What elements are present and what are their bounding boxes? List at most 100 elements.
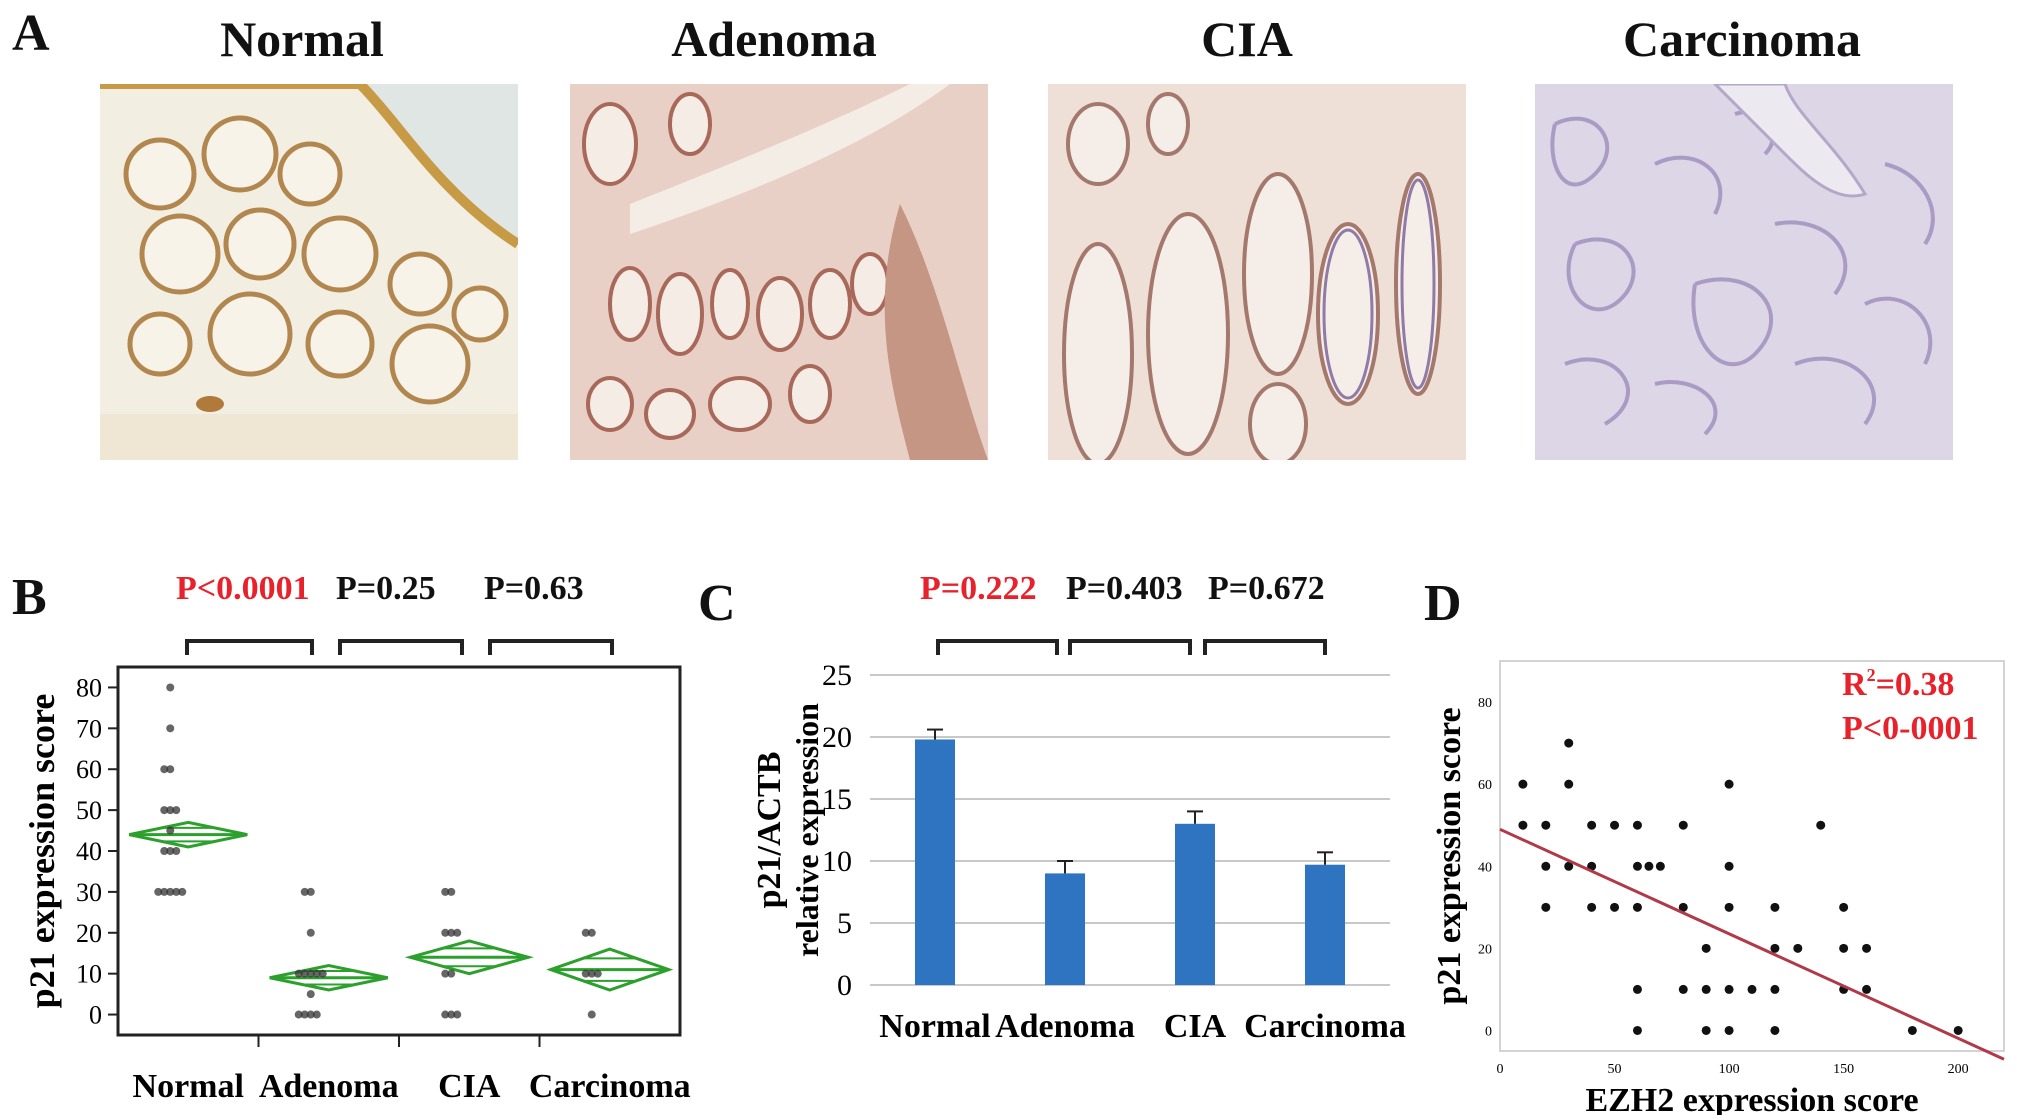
panel-b-letter: B [12, 569, 47, 626]
panel-b-data-point [306, 887, 315, 896]
panel-d-x-tick-label: 0 [1497, 1062, 1504, 1077]
panel-b-data-point [300, 887, 309, 896]
panel-b-y-tick-label: 0 [89, 1001, 102, 1030]
panel-b-data-point [593, 969, 602, 978]
panel-b-bracket [488, 639, 614, 655]
panel-b-data-point [166, 887, 175, 896]
panel-c-y-tick-label: 20 [822, 721, 852, 754]
panel-d-data-point [1701, 984, 1711, 994]
panel-b-plot-frame [116, 665, 682, 1037]
panel-d-data-point [1862, 943, 1872, 953]
panel-d-data-point [1724, 902, 1734, 912]
panel-d-data-point [1541, 820, 1551, 830]
panel-d-data-point [1907, 1025, 1917, 1035]
panel-d-y-tick-label: 20 [1478, 942, 1492, 957]
panel-b-x-tick-label: Normal [133, 1068, 244, 1105]
panel-c-pvalue-2: P=0.403 [1066, 570, 1183, 607]
panel-c-x-tick-label: Normal [879, 1008, 990, 1045]
panel-b-data-point [587, 928, 596, 937]
panel-d-data-point [1632, 861, 1642, 871]
panel-b-y-tick-label: 80 [76, 673, 102, 702]
panel-b-data-point [318, 969, 327, 978]
panel-d-y-axis-label: p21 expression score [1431, 707, 1468, 1004]
panel-d-data-point [1724, 861, 1734, 871]
panel-d-data-point [1610, 902, 1620, 912]
panel-b-y-tick-label: 70 [76, 714, 102, 743]
panel-c-x-tick-label: CIA [1164, 1008, 1227, 1045]
panel-c-y-tick-label: 10 [822, 845, 852, 878]
panel-c-bar [915, 739, 955, 985]
panel-c-pvalue-3: P=0.672 [1208, 570, 1325, 607]
panel-b-data-point [306, 969, 315, 978]
panel-b-data-point [306, 928, 315, 937]
panel-b-data-point [447, 969, 456, 978]
panel-b-data-point [300, 1010, 309, 1019]
panel-b-data-point [160, 887, 169, 896]
panel-d-chart: 0 20 40 60 80 0 50 100 150 200 p21 expression scor… [1431, 660, 2005, 1115]
panel-d-regression-line [1499, 827, 2005, 1061]
panel-d-data-point [1564, 779, 1574, 789]
panel-d-data-point [1724, 779, 1734, 789]
panel-c-y-axis-label: p21/ACTB [751, 752, 788, 909]
panel-d-data-point [1632, 1025, 1642, 1035]
panel-d-data-point [1678, 902, 1688, 912]
panel-b-x-tick-label: Carcinoma [529, 1068, 691, 1105]
panel-c-y-tick-label: 0 [837, 969, 852, 1002]
panel-d-data-point [1724, 1025, 1734, 1035]
panel-d-p-value: P<0-0001 [1842, 710, 1978, 747]
panel-d-plot-frame [1499, 660, 2005, 1052]
panel-c-letter: C [698, 575, 736, 632]
panel-b-data-point [587, 969, 596, 978]
panel-d-y-tick-label: 40 [1478, 860, 1492, 875]
panel-b-y-tick-label: 30 [76, 878, 102, 907]
panel-b-data-point [447, 928, 456, 937]
panel-c-bracket [1203, 639, 1327, 655]
panel-c-chart: 0 5 10 15 20 25 p21/ACTB relative expression Nor… [751, 639, 1406, 1045]
panel-d-data-point [1564, 738, 1574, 748]
panel-b-data-point [178, 887, 187, 896]
panel-d-data-point [1953, 1025, 1963, 1035]
panel-d-data-point [1747, 984, 1757, 994]
panel-d-y-tick-label: 0 [1485, 1024, 1492, 1039]
panel-b-data-point [453, 928, 462, 937]
panel-b-y-axis-label: p21 expression score [22, 694, 62, 1009]
panel-d-data-point [1587, 820, 1597, 830]
panel-c-bracket [1068, 639, 1192, 655]
panel-d-r-squared: R2=0.38 [1842, 665, 1954, 703]
panel-b-y-tick-label: 40 [76, 837, 102, 866]
panel-b-y-tick-label: 20 [76, 919, 102, 948]
panel-d-data-point [1678, 984, 1688, 994]
panel-c-y-axis-label-2: relative expression [789, 703, 825, 957]
panel-d-x-axis-label: EZH2 expression score [1585, 1082, 1918, 1115]
panel-c-x-tick-label: Carcinoma [1244, 1008, 1406, 1045]
panel-d-data-point [1541, 902, 1551, 912]
panel-d-y-tick-label: 60 [1478, 778, 1492, 793]
panel-b-data-point [581, 969, 590, 978]
panel-a-letter: A [12, 5, 50, 62]
panel-b-data-point [306, 990, 315, 999]
panel-c-bracket [936, 639, 1059, 655]
panel-d-data-point [1518, 779, 1528, 789]
panel-b-bracket [185, 639, 314, 655]
panel-d-x-tick-label: 150 [1833, 1062, 1854, 1077]
panel-b-data-point [453, 1010, 462, 1019]
panel-b-y-tick-label: 60 [76, 755, 102, 784]
panel-b-data-point [312, 1010, 321, 1019]
panel-b-data-point [306, 1010, 315, 1019]
panel-b-data-point [166, 806, 175, 815]
tissue-title-normal: Normal [220, 11, 384, 67]
panel-d-data-point [1541, 861, 1551, 871]
panel-b-data-point [172, 887, 181, 896]
panel-b-data-point [166, 765, 175, 774]
panel-c-pvalue-1: P=0.222 [920, 570, 1037, 607]
panel-d-x-tick-label: 50 [1608, 1062, 1622, 1077]
panel-d-data-point [1678, 820, 1688, 830]
panel-d-data-point [1839, 902, 1849, 912]
tissue-image-cia [1048, 84, 1466, 460]
panel-b-pvalue-2: P=0.25 [336, 570, 436, 607]
panel-d-data-point [1564, 861, 1574, 871]
panel-b-data-point [154, 887, 163, 896]
panel-b-data-point [160, 847, 169, 855]
panel-d-data-point [1770, 984, 1780, 994]
tissue-image-carcinoma [1535, 84, 1953, 460]
